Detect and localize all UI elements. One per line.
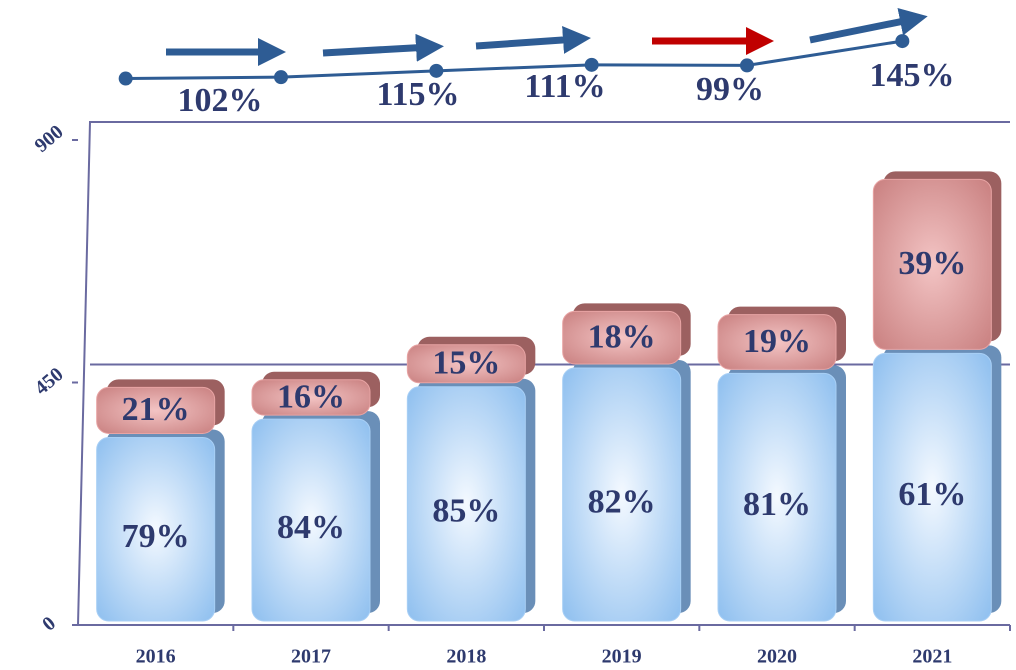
bar-segment: [251, 418, 371, 622]
bar-segment: [96, 436, 216, 622]
bar-segment: [872, 352, 992, 622]
segment-label: 18%: [588, 318, 656, 355]
bar-segment: [717, 372, 837, 622]
y-tick-label: 900: [31, 121, 68, 157]
growth-arrow: [475, 26, 591, 54]
y-tick-label: 450: [31, 363, 68, 399]
trend-point: [740, 58, 754, 73]
growth-label: 99%: [696, 71, 764, 108]
segment-label: 39%: [898, 245, 966, 282]
x-tick-label: 2021: [912, 646, 952, 668]
trend-point: [584, 57, 599, 72]
segment-label: 21%: [122, 391, 190, 428]
trend-segment: [436, 63, 592, 73]
bar-segment: [562, 367, 682, 622]
bar-segment: [562, 310, 682, 365]
growth-arrow: [809, 8, 928, 44]
trend-segment: [746, 39, 903, 67]
trend-point: [429, 63, 444, 78]
segment-label: 16%: [277, 378, 345, 415]
y-tick-label: 0: [38, 612, 60, 635]
x-tick-label: 2018: [446, 646, 486, 668]
x-tick-label: 2019: [602, 646, 642, 668]
trend-point: [274, 70, 288, 85]
trend-point: [118, 71, 133, 86]
growth-label: 111%: [524, 68, 605, 105]
segment-label: 15%: [432, 345, 500, 382]
bar-segment: [872, 178, 992, 350]
x-tick-label: 2017: [291, 646, 331, 668]
x-tick-label: 2016: [136, 646, 176, 668]
segment-label: 81%: [743, 486, 811, 523]
segment-label: 79%: [122, 518, 190, 555]
bar-segment: [406, 386, 526, 622]
bar-segment: [251, 379, 371, 416]
growth-label: 102%: [178, 82, 263, 119]
x-tick-label: 2020: [757, 646, 797, 668]
segment-label: 82%: [588, 483, 656, 520]
trend-segment: [591, 63, 748, 67]
segment-label: 61%: [898, 476, 966, 513]
trend-segment: [125, 75, 282, 81]
bar-segment: [717, 314, 837, 370]
growth-label: 145%: [870, 57, 955, 94]
trend-segment: [280, 69, 437, 79]
segment-label: 85%: [432, 493, 500, 530]
bar-segment: [96, 386, 216, 434]
segment-label: 84%: [277, 509, 345, 546]
growth-label: 115%: [376, 76, 459, 113]
bar-segment: [406, 344, 526, 384]
segment-label: 19%: [743, 323, 811, 360]
growth-arrow: [322, 33, 444, 62]
trend-point: [895, 34, 910, 49]
